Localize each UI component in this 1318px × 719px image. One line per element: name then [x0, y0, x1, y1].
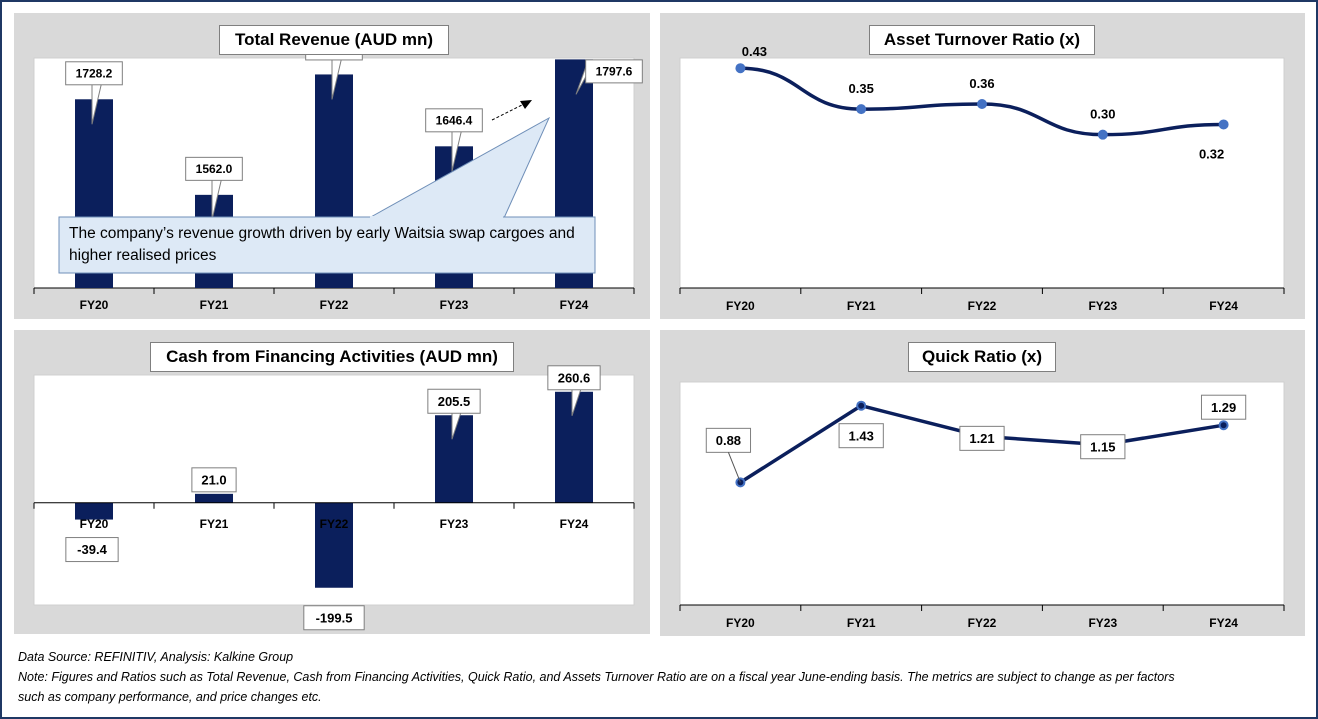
asset-turnover-plot-area	[679, 57, 1285, 289]
revenue-data-label-fy21-box-fill	[186, 158, 242, 180]
asset-turnover-point-fy21	[856, 104, 867, 115]
financing-data-label-fy21-box	[191, 467, 237, 493]
quick-ratio-point-fy21	[856, 400, 867, 411]
asset-turnover-panel: FY20 FY21 FY22 FY23 FY24 0.43 0.35 0.36 0.30 0.32…	[660, 13, 1305, 319]
financing-tick-label-fy22: FY22	[320, 517, 349, 531]
financing-bar-fy21	[195, 493, 233, 503]
financing-tick-label-fy21: FY21	[200, 517, 229, 531]
footer-note-line1: Note: Figures and Ratios such as Total R…	[18, 670, 1175, 684]
footer: Data Source: REFINITIV, Analysis: Kalkin…	[18, 647, 1175, 707]
asset-turnover-chart-title: Asset Turnover Ratio (x)	[869, 25, 1095, 55]
financing-tick-label-fy23: FY23	[440, 517, 469, 531]
financing-data-label-fy24-box-fill	[548, 366, 600, 389]
revenue-callout-box	[58, 216, 596, 274]
quick-ratio-chart-title: Quick Ratio (x)	[908, 342, 1056, 372]
quick-ratio-tick-label-fy20: FY20	[726, 616, 755, 630]
revenue-chart: FY20FY21FY22FY23FY241728.21562.01771.416…	[33, 36, 643, 312]
revenue-tick-label-fy21: FY21	[200, 298, 229, 312]
revenue-chart-title: Total Revenue (AUD mn)	[219, 25, 449, 55]
financing-bar-fy20	[75, 502, 113, 520]
asset-turnover-data-label-fy22: 0.36	[969, 76, 994, 91]
revenue-data-label-fy20-box-fill	[66, 62, 122, 84]
asset-turnover-tick-label-fy22: FY22	[968, 299, 997, 313]
quick-ratio-data-label-fy21-box	[838, 423, 884, 449]
footer-source: Data Source: REFINITIV, Analysis: Kalkin…	[18, 650, 294, 664]
revenue-tick-label-fy23: FY23	[440, 298, 469, 312]
revenue-data-label-fy23-box-fill	[426, 109, 482, 131]
quick-ratio-tick-label-fy22: FY22	[968, 616, 997, 630]
financing-bar-fy22	[315, 502, 353, 588]
financing-chart: FY20 FY21 FY22 FY23 FY24 -39.4 21.0 -199.5 205.5…	[33, 365, 635, 631]
revenue-panel: FY20FY21FY22FY23FY241728.21562.01771.416…	[14, 13, 650, 319]
asset-turnover-data-label-fy23: 0.30	[1090, 107, 1115, 122]
quick-ratio-tick-label-fy21: FY21	[847, 616, 876, 630]
financing-data-label-fy22-box	[303, 605, 365, 631]
quick-ratio-data-label-fy23: 1.15	[1090, 439, 1115, 454]
quick-ratio-tick-label-fy24: FY24	[1209, 616, 1238, 630]
asset-turnover-tick-label-fy24: FY24	[1209, 299, 1238, 313]
quick-ratio-leader-line	[727, 452, 741, 483]
quick-ratio-point-fy24	[1218, 420, 1229, 431]
asset-turnover-data-label-fy24: 0.32	[1199, 146, 1224, 161]
footer-note-line2: such as company performance, and price c…	[18, 690, 322, 704]
quick-ratio-data-label-fy23-box	[1080, 434, 1126, 460]
revenue-data-label-fy24-box-fill	[586, 60, 642, 82]
quick-ratio-data-label-fy21: 1.43	[849, 428, 874, 443]
quick-ratio-data-label-fy22: 1.21	[969, 431, 994, 446]
financing-panel: FY20 FY21 FY22 FY23 FY24 -39.4 21.0 -199.5 205.5…	[14, 330, 650, 634]
financing-data-label-fy20: -39.4	[77, 542, 107, 557]
asset-turnover-point-fy20	[735, 63, 746, 74]
asset-turnover-point-fy22	[977, 99, 987, 109]
asset-turnover-tick-label-fy20: FY20	[726, 299, 755, 313]
financing-tick-label-fy20: FY20	[80, 517, 109, 531]
quick-ratio-data-label-fy20-box	[705, 427, 752, 453]
financing-chart-title: Cash from Financing Activities (AUD mn)	[150, 342, 514, 372]
financing-data-label-fy22: -199.5	[316, 610, 353, 625]
quick-ratio-plot-area	[679, 381, 1285, 606]
financing-data-label-fy20-box	[65, 537, 119, 563]
revenue-callout-text: The company’s revenue growth driven by e…	[69, 225, 575, 264]
quick-ratio-panel: FY20 FY21 FY22 FY23 FY24 0.88 1.43 1.21 1.15 1.29…	[660, 330, 1305, 636]
quick-ratio-data-label-fy22-box	[959, 425, 1005, 451]
financing-data-label-fy24: 260.6	[558, 370, 591, 385]
financing-data-label-fy23: 205.5	[438, 394, 471, 409]
asset-turnover-tick-label-fy21: FY21	[847, 299, 876, 313]
revenue-data-label-fy21: 1562.0	[196, 162, 233, 176]
revenue-data-label-fy23: 1646.4	[436, 114, 473, 128]
asset-turnover-chart: FY20 FY21 FY22 FY23 FY24 0.43 0.35 0.36 0.30 0.32	[679, 44, 1285, 313]
quick-ratio-tick-label-fy23: FY23	[1088, 616, 1117, 630]
revenue-tick-label-fy22: FY22	[320, 298, 349, 312]
revenue-callout-join	[370, 216, 503, 219]
financing-data-label-fy21: 21.0	[201, 473, 226, 488]
revenue-data-label-fy24: 1797.6	[596, 65, 633, 79]
asset-turnover-data-label-fy21: 0.35	[849, 81, 874, 96]
quick-ratio-data-label-fy24: 1.29	[1211, 400, 1236, 415]
asset-turnover-data-label-fy20: 0.43	[742, 44, 767, 59]
revenue-tick-label-fy20: FY20	[80, 298, 109, 312]
revenue-growth-arrow	[491, 103, 525, 121]
financing-data-label-fy23-box-fill	[428, 390, 480, 413]
financing-tick-label-fy24: FY24	[560, 517, 589, 531]
revenue-data-label-fy20: 1728.2	[76, 67, 113, 81]
asset-turnover-tick-label-fy23: FY23	[1088, 299, 1117, 313]
asset-turnover-point-fy23	[1097, 129, 1108, 140]
quick-ratio-data-label-fy24-box	[1200, 394, 1247, 420]
quick-ratio-data-label-fy20: 0.88	[716, 433, 741, 448]
quick-ratio-point-fy20	[735, 477, 746, 488]
revenue-growth-arrowhead	[520, 100, 532, 109]
quick-ratio-chart: FY20 FY21 FY22 FY23 FY24 0.88 1.43 1.21 1.15 1.29	[679, 381, 1285, 630]
revenue-tick-label-fy24: FY24	[560, 298, 589, 312]
asset-turnover-point-fy24	[1218, 119, 1229, 130]
